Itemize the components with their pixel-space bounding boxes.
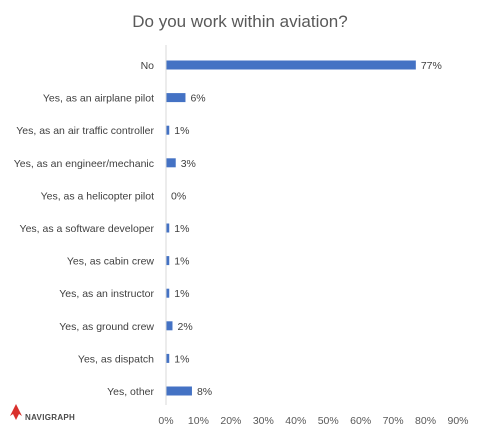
value-label: 2%	[177, 321, 192, 333]
value-label: 77%	[421, 60, 442, 72]
bar	[166, 158, 176, 168]
value-label: 8%	[197, 386, 212, 398]
chart-title: Do you work within aviation?	[132, 12, 347, 31]
bar	[166, 353, 170, 363]
value-label: 1%	[174, 125, 189, 137]
x-axis: 0% 10% 20% 30% 40% 50% 60% 70% 80% 90%	[158, 45, 469, 427]
category-label: Yes, as cabin crew	[67, 256, 155, 268]
x-tick-label: 70%	[383, 415, 404, 427]
category-label: Yes, as an airplane pilot	[43, 93, 154, 105]
value-label: 3%	[181, 158, 196, 170]
value-labels: 77% 6% 1% 3% 0% 1% 1% 1% 2% 1% 8%	[171, 60, 442, 398]
category-label: Yes, as dispatch	[78, 353, 154, 365]
value-label: 1%	[174, 288, 189, 300]
bar	[166, 386, 192, 396]
bar	[166, 60, 416, 70]
category-label: Yes, as a software developer	[20, 223, 155, 235]
x-tick-label: 40%	[285, 415, 306, 427]
value-label: 0%	[171, 190, 186, 202]
value-label: 6%	[190, 93, 205, 105]
bar	[166, 93, 186, 103]
category-label: No	[141, 60, 155, 72]
value-label: 1%	[174, 256, 189, 268]
bar	[166, 223, 170, 233]
bar	[166, 256, 170, 266]
bars	[166, 60, 416, 396]
brand-name: NAVIGRAPH	[25, 413, 75, 422]
logo-mark-icon	[10, 404, 22, 420]
category-label: Yes, as a helicopter pilot	[41, 190, 155, 202]
value-label: 1%	[174, 223, 189, 235]
category-label: Yes, as ground crew	[59, 321, 154, 333]
bar	[166, 125, 170, 135]
value-label: 1%	[174, 353, 189, 365]
x-tick-label: 20%	[220, 415, 241, 427]
x-tick-label: 30%	[253, 415, 274, 427]
bar	[166, 288, 170, 298]
x-tick-label: 80%	[415, 415, 436, 427]
x-tick-label: 90%	[447, 415, 468, 427]
category-labels: No Yes, as an airplane pilot Yes, as an ai…	[14, 60, 155, 398]
category-label: Yes, other	[107, 386, 154, 398]
x-tick-label: 0%	[158, 415, 173, 427]
x-tick-label: 10%	[188, 415, 209, 427]
bar	[166, 321, 173, 331]
navigraph-logo: NAVIGRAPH	[10, 404, 75, 422]
category-label: Yes, as an engineer/mechanic	[14, 158, 154, 170]
category-label: Yes, as an instructor	[59, 288, 154, 300]
x-tick-label: 50%	[318, 415, 339, 427]
category-label: Yes, as an air traffic controller	[16, 125, 154, 137]
x-tick-label: 60%	[350, 415, 371, 427]
